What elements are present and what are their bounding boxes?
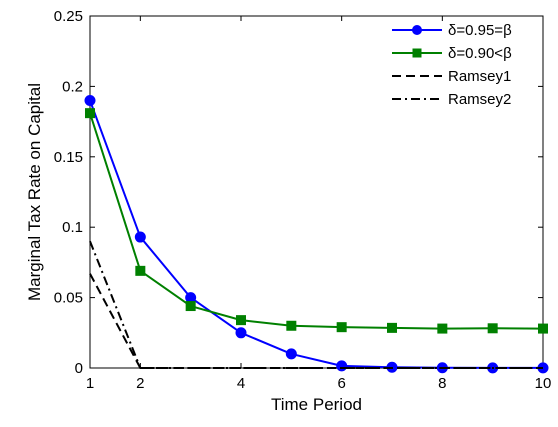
series-1-point [235, 327, 247, 339]
series-2-point [437, 323, 448, 334]
y-tick-label: 0.05 [54, 290, 83, 307]
x-tick-label: 6 [337, 375, 345, 392]
y-tick-label: 0.15 [54, 149, 83, 166]
series-2-point [286, 320, 297, 331]
series-1-point [134, 231, 146, 243]
x-axis-title: Time Period [271, 395, 362, 414]
series-2-point [538, 323, 548, 334]
series-1-point [285, 348, 297, 360]
series-layer [84, 94, 549, 374]
legend-marker-2 [412, 48, 422, 58]
series-2-line [89, 112, 544, 330]
legend-label-2: δ=0.90<β [448, 45, 512, 62]
y-tick-label: 0.25 [54, 8, 83, 25]
series-2-point [135, 265, 146, 276]
x-tick-label: 2 [136, 375, 144, 392]
y-tick-label: 0.2 [62, 78, 83, 95]
series-2-point [185, 301, 196, 312]
legend-label-4: Ramsey2 [448, 91, 511, 108]
series-1-point [336, 360, 348, 372]
y-axis-title: Marginal Tax Rate on Capital [25, 83, 44, 301]
y-tick-label: 0 [75, 360, 83, 377]
series-4-line [89, 240, 543, 369]
series-2-point [487, 323, 498, 334]
x-tick-label: 1 [86, 375, 94, 392]
series-2-point [387, 322, 397, 333]
legend-marker-1 [412, 25, 422, 35]
x-tick-label: 10 [535, 375, 552, 392]
legend-label-3: Ramsey1 [448, 68, 511, 85]
series-2-point [85, 108, 95, 119]
legend-label-1: δ=0.95=β [448, 22, 512, 39]
y-tick-label: 0.1 [62, 219, 83, 236]
series-2-point [336, 322, 347, 333]
series-1-point [84, 94, 96, 106]
x-tick-label: 4 [237, 375, 245, 392]
legend: δ=0.95=β δ=0.90<β Ramsey1 Ramsey2 [392, 22, 512, 108]
x-tick-label: 8 [438, 375, 446, 392]
series-2-point [236, 315, 246, 326]
